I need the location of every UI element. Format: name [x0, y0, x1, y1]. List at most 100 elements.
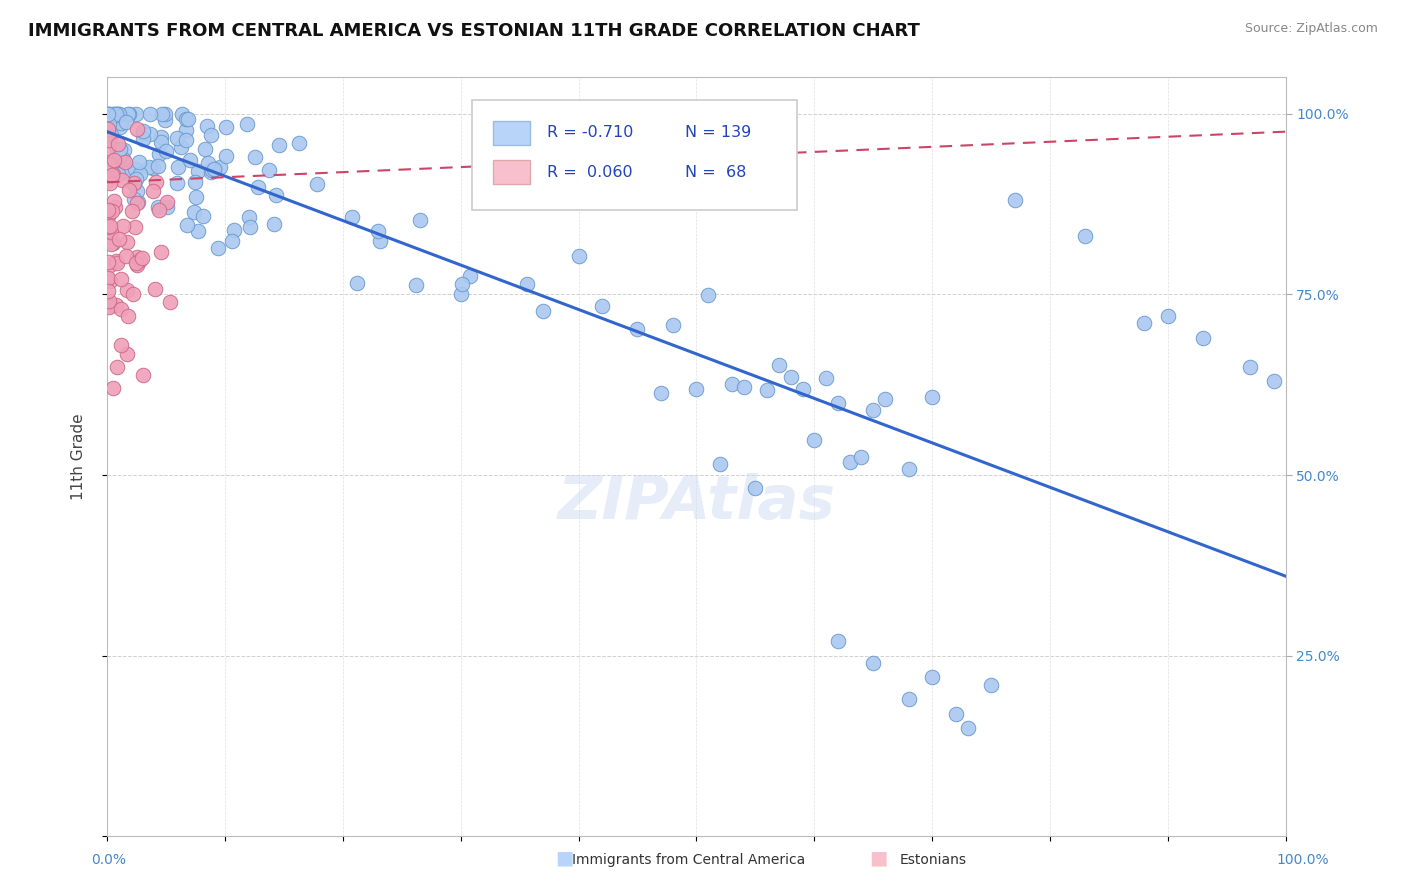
Point [138, 160, 160, 174]
Point [1004, 194, 1026, 208]
Point [1239, 359, 1261, 374]
Point [207, 241, 229, 255]
Point [340, 211, 363, 225]
Text: IMMIGRANTS FROM CENTRAL AMERICA VS ESTONIAN 11TH GRADE CORRELATION CHART: IMMIGRANTS FROM CENTRAL AMERICA VS ESTON… [28, 22, 920, 40]
Point [100, 157, 122, 171]
Point [155, 113, 177, 128]
Point [1074, 229, 1097, 244]
Point [1157, 309, 1180, 323]
Point [101, 168, 124, 182]
Point [202, 161, 225, 176]
Point [132, 132, 155, 146]
Point [873, 392, 896, 406]
Point [103, 106, 125, 120]
Point [97, 219, 120, 234]
Point [177, 112, 200, 126]
Point [98, 219, 121, 234]
Point [111, 173, 134, 187]
Point [221, 234, 243, 248]
Text: N =  68: N = 68 [685, 165, 747, 180]
Point [567, 250, 589, 264]
Point [98, 258, 121, 272]
Point [103, 235, 125, 250]
Point [1192, 331, 1215, 345]
Point [98, 300, 121, 314]
Point [176, 218, 198, 232]
FancyBboxPatch shape [472, 100, 797, 211]
Point [208, 160, 231, 174]
Point [247, 180, 270, 194]
Point [862, 403, 884, 417]
Point [662, 318, 685, 332]
Point [779, 370, 801, 384]
Point [118, 183, 141, 197]
Point [897, 462, 920, 476]
Point [110, 116, 132, 130]
Point [112, 219, 135, 234]
Point [709, 458, 731, 472]
Point [150, 136, 173, 150]
Point [122, 192, 145, 206]
Point [103, 167, 125, 181]
Point [122, 177, 145, 191]
Point [110, 272, 132, 286]
Point [98, 293, 121, 308]
Point [815, 371, 838, 385]
Point [103, 194, 125, 209]
Point [142, 184, 165, 198]
Point [97, 106, 120, 120]
Point [115, 115, 138, 129]
Point [685, 382, 707, 396]
Point [756, 383, 779, 397]
Point [450, 286, 472, 301]
Point [114, 249, 136, 263]
Point [129, 167, 152, 181]
Text: Estonians: Estonians [900, 853, 967, 867]
Point [112, 153, 135, 167]
Point [167, 160, 190, 174]
Point [101, 381, 124, 395]
Point [105, 359, 128, 374]
Point [697, 287, 720, 301]
Point [150, 106, 173, 120]
Point [150, 129, 173, 144]
Point [128, 154, 150, 169]
Y-axis label: 11th Grade: 11th Grade [72, 414, 86, 500]
Point [200, 128, 222, 143]
Point [186, 190, 208, 204]
Point [107, 136, 129, 151]
Point [626, 322, 648, 336]
Point [110, 338, 132, 352]
Point [346, 277, 368, 291]
Point [117, 347, 139, 361]
Point [107, 167, 129, 181]
Point [132, 368, 155, 382]
Point [110, 302, 132, 317]
Point [733, 380, 755, 394]
Text: 100.0%: 100.0% [1277, 853, 1329, 867]
Point [945, 706, 967, 721]
Point [197, 156, 219, 170]
Point [156, 195, 179, 210]
Point [125, 121, 148, 136]
Point [105, 108, 128, 122]
Text: Source: ZipAtlas.com: Source: ZipAtlas.com [1244, 22, 1378, 36]
Point [174, 133, 197, 147]
Point [105, 142, 128, 156]
Point [153, 106, 176, 120]
Point [118, 106, 141, 120]
Point [97, 202, 120, 217]
Point [97, 141, 120, 155]
Point [862, 656, 884, 670]
Point [195, 119, 218, 133]
Point [97, 210, 120, 224]
Point [111, 165, 134, 179]
Point [125, 258, 148, 272]
Point [803, 434, 825, 448]
Point [145, 282, 167, 296]
Point [98, 176, 121, 190]
Point [827, 634, 849, 648]
Point [193, 210, 215, 224]
Point [127, 195, 149, 210]
Point [125, 256, 148, 270]
